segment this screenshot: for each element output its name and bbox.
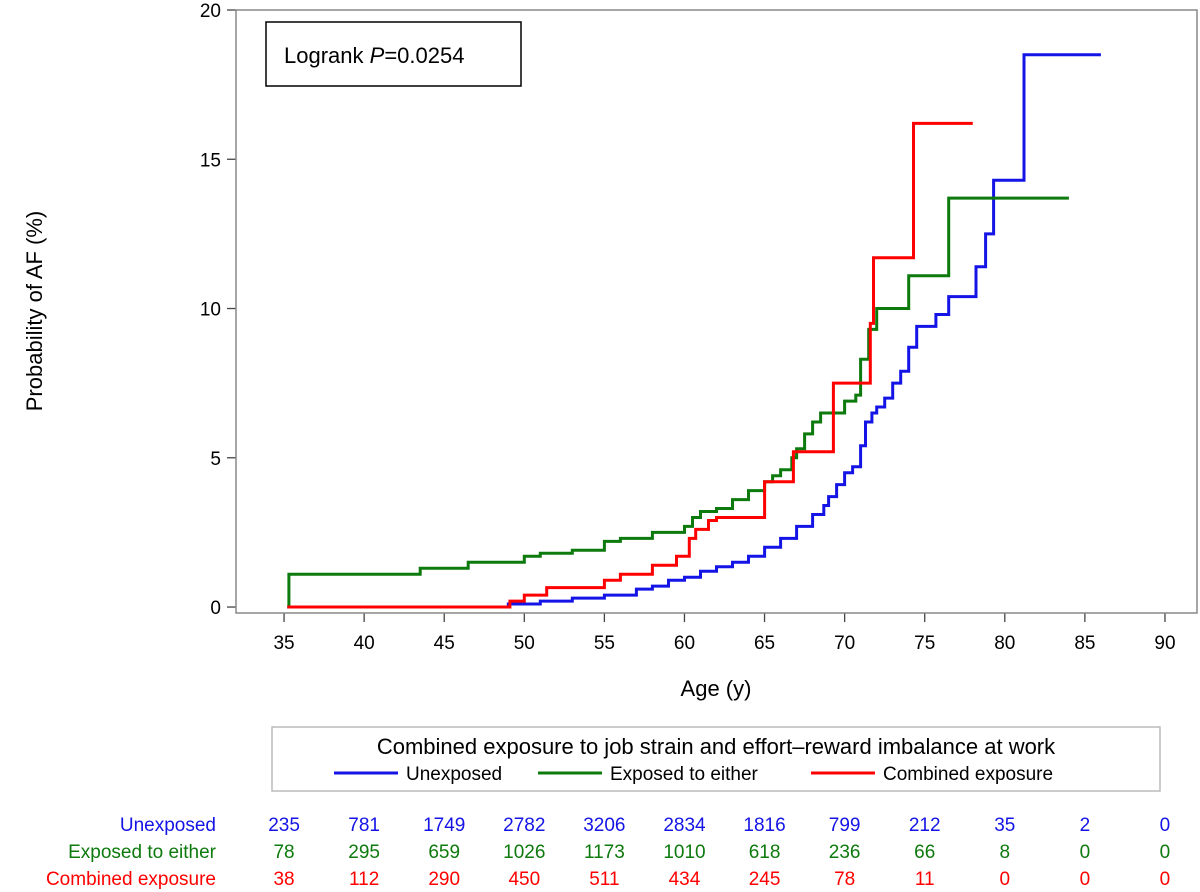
legend: Combined exposure to job strain and effo… [271,726,1161,792]
risk-cell-unexposed-70: 799 [829,815,861,836]
risk-cell-exposed-to-either-40: 295 [348,842,380,863]
logrank-annotation: Logrank P=0.0254 [265,21,522,87]
risk-cell-unexposed-40: 781 [348,815,380,836]
risk-cell-combined-exposure-85: 0 [1080,869,1091,890]
risk-cell-exposed-to-either-85: 0 [1080,842,1091,863]
risk-cell-unexposed-90: 0 [1160,815,1171,836]
risk-cell-exposed-to-either-35: 78 [273,842,294,863]
series-line-unexposed [287,53,1101,609]
risk-cell-unexposed-55: 3206 [583,815,625,836]
legend-label-unexposed: Unexposed [406,764,502,785]
x-tick-label-60: 60 [674,633,695,654]
y-tick-label-0: 0 [210,598,221,619]
risk-cell-unexposed-85: 2 [1080,815,1091,836]
risk-cell-unexposed-80: 35 [994,815,1015,836]
y-tick-label-5: 5 [210,449,221,470]
risk-cell-combined-exposure-90: 0 [1160,869,1171,890]
risk-row-label-combined-exposure: Combined exposure [46,869,216,890]
risk-cell-unexposed-65: 1816 [743,815,785,836]
risk-cell-combined-exposure-50: 450 [508,869,540,890]
annotation-box-frame [265,21,522,87]
risk-cell-exposed-to-either-55: 1173 [584,842,625,863]
risk-cell-exposed-to-either-75: 66 [914,842,935,863]
risk-cell-unexposed-35: 235 [268,815,300,836]
risk-table: Unexposed 235 781 1749 2782 3206 2834 1816 799 21… [46,815,1170,890]
x-tick-label-40: 40 [354,633,375,654]
x-tick-label-35: 35 [273,633,294,654]
risk-row-label-exposed-to-either: Exposed to either [68,842,217,863]
risk-cell-exposed-to-either-90: 0 [1160,842,1171,863]
risk-cell-exposed-to-either-65: 618 [749,842,781,863]
logrank-text: Logrank P=0.0254 [284,43,464,68]
x-tick-label-75: 75 [914,633,935,654]
x-tick-label-45: 45 [434,633,455,654]
y-tick-label-10: 10 [200,300,221,321]
risk-cell-exposed-to-either-50: 1026 [503,842,545,863]
risk-cell-combined-exposure-75: 11 [915,869,935,890]
x-tick-label-90: 90 [1154,633,1175,654]
risk-cell-exposed-to-either-60: 1010 [663,842,705,863]
risk-cell-combined-exposure-70: 78 [834,869,855,890]
risk-cell-unexposed-50: 2782 [503,815,545,836]
x-tick-label-55: 55 [594,633,615,654]
risk-cell-unexposed-45: 1749 [423,815,465,836]
legend-entries: Unexposed Exposed to either Combined expos… [334,764,1053,785]
risk-cell-combined-exposure-65: 245 [749,869,781,890]
risk-cell-combined-exposure-40: 112 [349,869,379,890]
legend-label-combined-exposure: Combined exposure [883,764,1053,785]
plot-frame [235,9,1198,614]
risk-cell-exposed-to-either-80: 8 [1000,842,1011,863]
legend-frame [271,726,1161,792]
x-tick-label-85: 85 [1074,633,1095,654]
risk-cell-unexposed-60: 2834 [663,815,706,836]
legend-label-exposed-to-either: Exposed to either [610,764,759,785]
risk-cell-exposed-to-either-70: 236 [829,842,861,863]
series-line-combined-exposure [287,121,973,609]
risk-cell-combined-exposure-60: 434 [669,869,701,890]
risk-cell-unexposed-75: 212 [909,815,941,836]
risk-cell-combined-exposure-35: 38 [273,869,294,890]
legend-title: Combined exposure to job strain and effo… [377,734,1056,759]
risk-cell-combined-exposure-80: 0 [1000,869,1011,890]
x-axis-label: Age (y) [681,676,752,701]
plot-area: 35 40 45 50 55 60 65 70 75 80 85 90 0 5 10 15 20 [200,1,1176,654]
x-tick-label-80: 80 [994,633,1015,654]
risk-row-label-unexposed: Unexposed [120,815,216,836]
risk-cell-combined-exposure-55: 511 [589,869,619,890]
x-tick-label-50: 50 [514,633,535,654]
risk-cell-exposed-to-either-45: 659 [428,842,460,863]
x-tick-label-65: 65 [754,633,775,654]
x-tick-label-70: 70 [834,633,855,654]
y-tick-label-20: 20 [200,1,221,22]
y-tick-label-15: 15 [200,150,221,171]
y-axis-label: Probability of AF (%) [22,211,47,412]
series-line-exposed-to-either [287,196,1069,609]
risk-cell-combined-exposure-45: 290 [428,869,460,890]
